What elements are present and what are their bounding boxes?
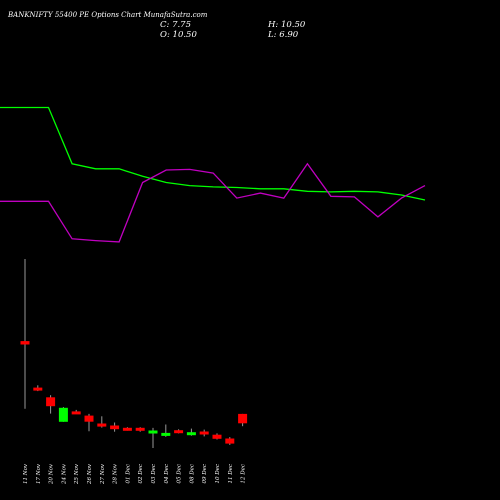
candle-body — [46, 397, 56, 407]
candle-02-dec — [135, 427, 145, 432]
candle-24-nov — [58, 407, 68, 422]
candle-body — [122, 427, 132, 431]
x-tick-label: 02 Dec — [138, 464, 144, 484]
x-tick-label: 10 Dec — [215, 464, 221, 484]
candle-body — [174, 430, 184, 434]
x-tick-label: 05 Dec — [177, 464, 183, 484]
candle-08-dec — [186, 428, 196, 436]
x-tick-label: 03 Dec — [151, 464, 157, 484]
candle-body — [225, 438, 235, 444]
candle-27-nov — [97, 416, 107, 428]
x-tick-label: 08 Dec — [189, 464, 195, 484]
candle-01-dec — [122, 427, 132, 431]
candle-11-dec — [225, 437, 235, 445]
candle-17-nov — [33, 385, 43, 392]
candle-body — [212, 434, 222, 439]
x-tick-label: 01 Dec — [125, 464, 131, 484]
candle-04-dec — [161, 424, 171, 437]
candle-body — [71, 411, 81, 415]
candles — [20, 259, 248, 448]
candle-28-nov — [110, 422, 120, 432]
candle-body — [33, 387, 43, 391]
x-tick-label: 20 Nov — [49, 463, 55, 485]
x-tick-label: 26 Nov — [87, 463, 93, 485]
magenta-indicator-line — [0, 162, 426, 243]
x-tick-label: 11 Nov — [23, 463, 29, 484]
x-axis-labels: 11 Nov 17 Nov 20 Nov 24 Nov 25 Nov 26 Nov 27 N… — [23, 463, 247, 485]
high-value: H: 10.50 — [268, 20, 306, 30]
x-tick-label: 11 Dec — [228, 464, 234, 484]
candle-25-nov — [71, 409, 81, 415]
candle-body — [110, 425, 120, 430]
x-tick-label: 27 Nov — [100, 463, 106, 485]
x-tick-label: 09 Dec — [202, 464, 208, 484]
x-tick-label: 04 Dec — [164, 464, 170, 484]
candle-body — [97, 423, 107, 427]
candle-body — [148, 430, 158, 434]
x-tick-label: 12 Dec — [241, 464, 247, 484]
candle-body — [199, 431, 209, 435]
candle-body — [58, 407, 68, 422]
green-indicator-line — [0, 106, 426, 201]
candle-05-dec — [174, 429, 184, 434]
candle-body — [186, 432, 196, 436]
candle-body — [20, 341, 30, 345]
candle-11-nov — [20, 259, 30, 409]
x-tick-label: 25 Nov — [74, 463, 80, 485]
candle-26-nov — [84, 413, 94, 432]
candle-03-dec — [148, 427, 158, 448]
candle-09-dec — [199, 429, 209, 437]
candle-20-nov — [46, 395, 56, 414]
low-value: L: 6.90 — [268, 30, 299, 40]
close-value: C: 7.75 — [160, 20, 191, 30]
candle-body — [135, 427, 145, 431]
candle-12-dec — [238, 413, 248, 427]
x-tick-label: 28 Nov — [113, 463, 119, 485]
chart-title: BANKNIFTY 55400 PE Options Chart MunafaS… — [8, 11, 208, 19]
indicator-lines — [0, 106, 426, 243]
open-value: O: 10.50 — [160, 30, 197, 40]
candle-body — [161, 432, 171, 436]
candle-body — [238, 413, 248, 424]
x-tick-label: 24 Nov — [61, 463, 67, 485]
candle-10-dec — [212, 433, 222, 440]
candle-body — [84, 415, 94, 422]
x-tick-label: 17 Nov — [36, 463, 42, 484]
